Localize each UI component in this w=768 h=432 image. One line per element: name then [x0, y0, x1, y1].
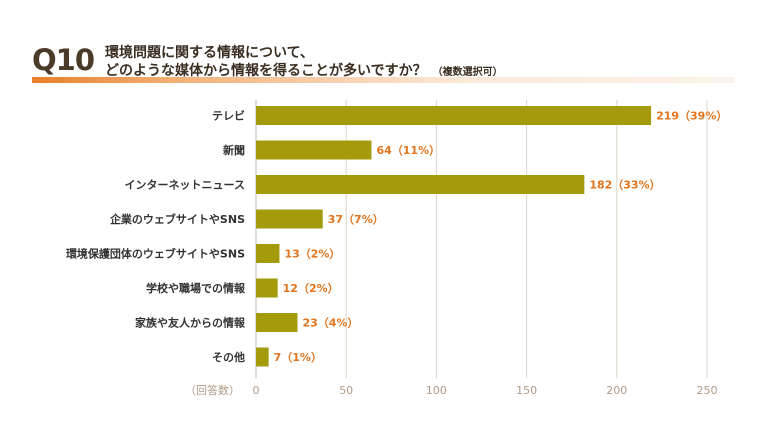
question-text-line2: どのような媒体から情報を得ることが多いですか？ （複数選択可）	[105, 60, 503, 80]
x-tick-label-50: 50	[339, 384, 353, 397]
question-text-line2-main: どのような媒体から情報を得ることが多いですか？	[105, 63, 427, 79]
category-label-1: 新聞	[223, 143, 245, 157]
category-label-5: 学校や職場での情報	[146, 281, 246, 295]
multiple-choice-note: （複数選択可）	[432, 67, 503, 78]
bar-0	[256, 106, 652, 125]
question-number: Q10	[32, 43, 95, 77]
category-label-7: その他	[212, 350, 245, 364]
category-label-0: テレビ	[212, 109, 245, 123]
data-label-1: 64（11%）	[376, 144, 440, 157]
bar-4	[256, 244, 280, 263]
x-tick-label-100: 100	[426, 384, 447, 397]
bar-7	[256, 347, 269, 367]
category-label-4: 環境保護団体のウェブサイトやSNS	[66, 247, 245, 261]
x-tick-label-250: 250	[697, 384, 718, 397]
x-tick-label-150: 150	[516, 384, 537, 397]
question-text-line1: 環境問題に関する情報について、	[105, 45, 314, 61]
category-label-2: インターネットニュース	[125, 179, 245, 192]
bar-6	[256, 313, 298, 332]
data-label-6: 23（4%）	[302, 317, 358, 330]
x-axis-unit-label: （回答数）	[185, 383, 240, 397]
x-tick-label-0: 0	[253, 384, 260, 397]
x-tick-label-200: 200	[606, 384, 627, 397]
data-label-2: 182（33%）	[589, 179, 660, 192]
bar-2	[256, 175, 585, 194]
category-label-6: 家族や友人からの情報	[135, 316, 246, 330]
data-label-4: 13（2%）	[284, 248, 340, 261]
bar-5	[256, 278, 278, 298]
title-underline	[32, 77, 734, 83]
bar-1	[256, 140, 372, 160]
data-label-7: 7（1%）	[274, 351, 322, 364]
data-label-0: 219（39%）	[656, 110, 727, 123]
data-label-5: 12（2%）	[283, 282, 339, 295]
data-label-3: 37（7%）	[328, 213, 384, 226]
chart-header: Q10 環境問題に関する情報について、 どのような媒体から情報を得ることが多いで…	[0, 0, 768, 90]
bar-3	[256, 209, 323, 229]
category-label-3: 企業のウェブサイトやSNS	[109, 212, 245, 226]
